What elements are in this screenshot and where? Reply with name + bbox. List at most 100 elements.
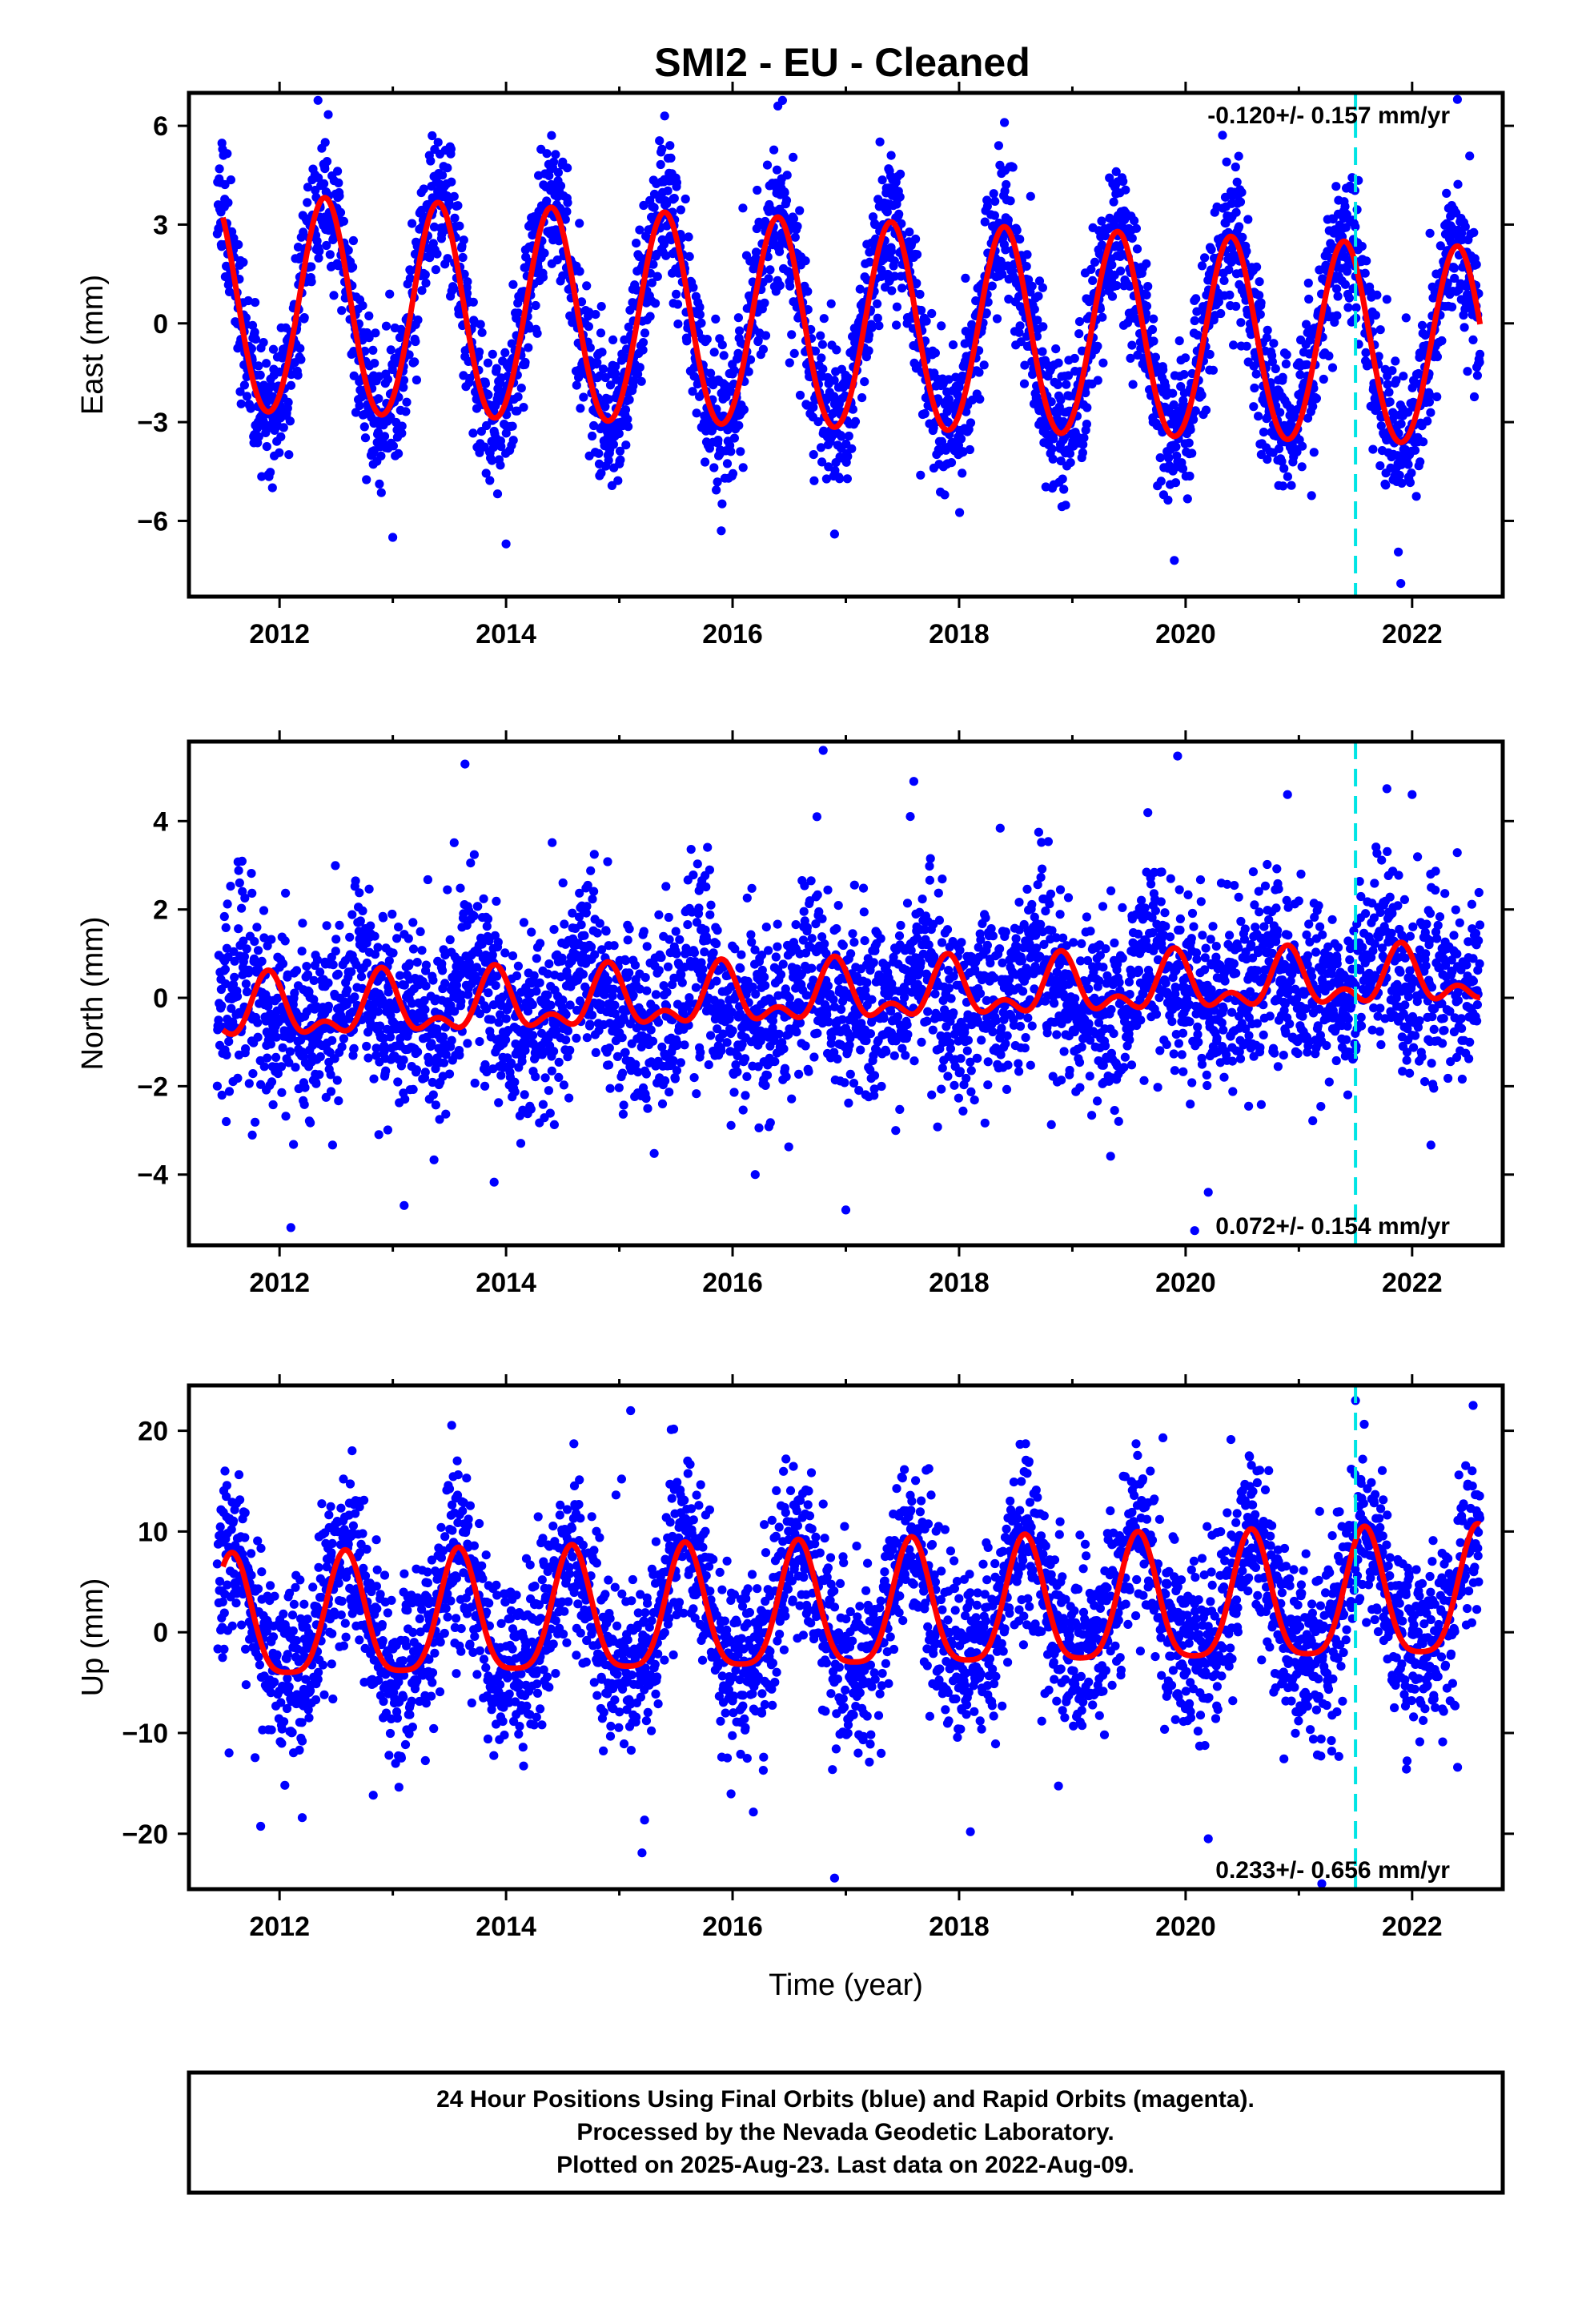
data-point [1054,358,1063,368]
data-point [789,348,799,358]
data-point [1081,388,1090,398]
data-point [701,457,710,467]
data-point [557,953,567,963]
data-point [1343,255,1353,265]
data-point [475,1037,484,1047]
data-point [578,970,588,979]
y-tick-label: 3 [153,210,168,240]
data-point [582,902,592,911]
data-point [645,312,655,321]
data-point [586,942,596,951]
data-point [399,383,408,392]
data-point [469,911,479,921]
data-point [253,1032,263,1042]
data-point [368,345,378,355]
data-point [665,1088,674,1097]
data-point [661,1076,670,1086]
data-point [303,198,312,207]
data-point [607,480,617,491]
data-point [236,399,246,408]
data-point [278,353,287,363]
data-point [370,359,379,368]
data-point [252,424,262,433]
x-tick-label: 2016 [702,619,763,649]
data-point [760,298,769,308]
data-point [428,131,437,141]
data-point [605,380,616,390]
data-point [576,297,587,307]
data-point [429,1155,439,1164]
data-point [829,376,839,385]
data-point [1163,495,1173,505]
data-point [506,1058,516,1068]
data-point [360,346,370,356]
data-point [1319,374,1328,384]
data-point [1131,223,1141,233]
data-point [638,338,648,348]
data-point [319,179,329,188]
data-point [1453,179,1463,189]
data-point [1107,292,1118,301]
data-point [738,203,748,213]
data-point [320,138,330,147]
data-point [619,1100,628,1110]
data-point [966,418,976,428]
data-point [419,184,428,194]
data-point [1343,303,1353,312]
data-point [399,1055,408,1065]
data-point [1351,303,1361,312]
data-point [850,416,861,427]
data-point [683,920,693,930]
data-point [255,370,265,380]
data-point [1302,360,1311,369]
data-point [546,1000,556,1010]
data-point [682,336,692,346]
data-point [588,895,597,904]
data-point [224,1087,235,1096]
data-point [561,1035,571,1045]
data-point [610,1000,620,1010]
data-point [632,285,642,295]
data-point [642,942,652,951]
data-point [369,1074,379,1084]
data-point [916,470,926,480]
data-point [775,280,785,290]
data-point [689,1073,699,1083]
data-point [868,212,878,222]
data-point [709,463,719,472]
data-point [1435,241,1445,251]
data-point [586,866,596,875]
data-point [221,923,231,932]
data-point [449,191,459,201]
data-point [857,393,867,403]
data-point [1074,329,1084,339]
data-point [1143,282,1153,292]
data-point [507,339,516,348]
data-point [1020,360,1030,370]
data-point [379,913,388,923]
data-point [1169,400,1178,410]
data-point [921,316,931,326]
data-point [638,345,648,355]
data-point [1174,336,1184,346]
data-point [297,947,307,956]
data-point [355,401,364,411]
data-point [943,417,953,427]
x-tick-label: 2018 [929,619,990,649]
data-point [456,883,465,893]
data-point [362,475,371,485]
data-point [1207,245,1216,255]
data-point [420,1068,430,1077]
data-point [239,257,248,267]
data-point [860,377,869,387]
data-point [1155,453,1165,463]
data-point [728,468,738,479]
data-point [239,951,249,962]
data-point [1399,372,1408,381]
data-point [351,408,361,417]
data-point [1232,177,1242,187]
data-point [421,960,432,970]
data-point [343,985,352,995]
